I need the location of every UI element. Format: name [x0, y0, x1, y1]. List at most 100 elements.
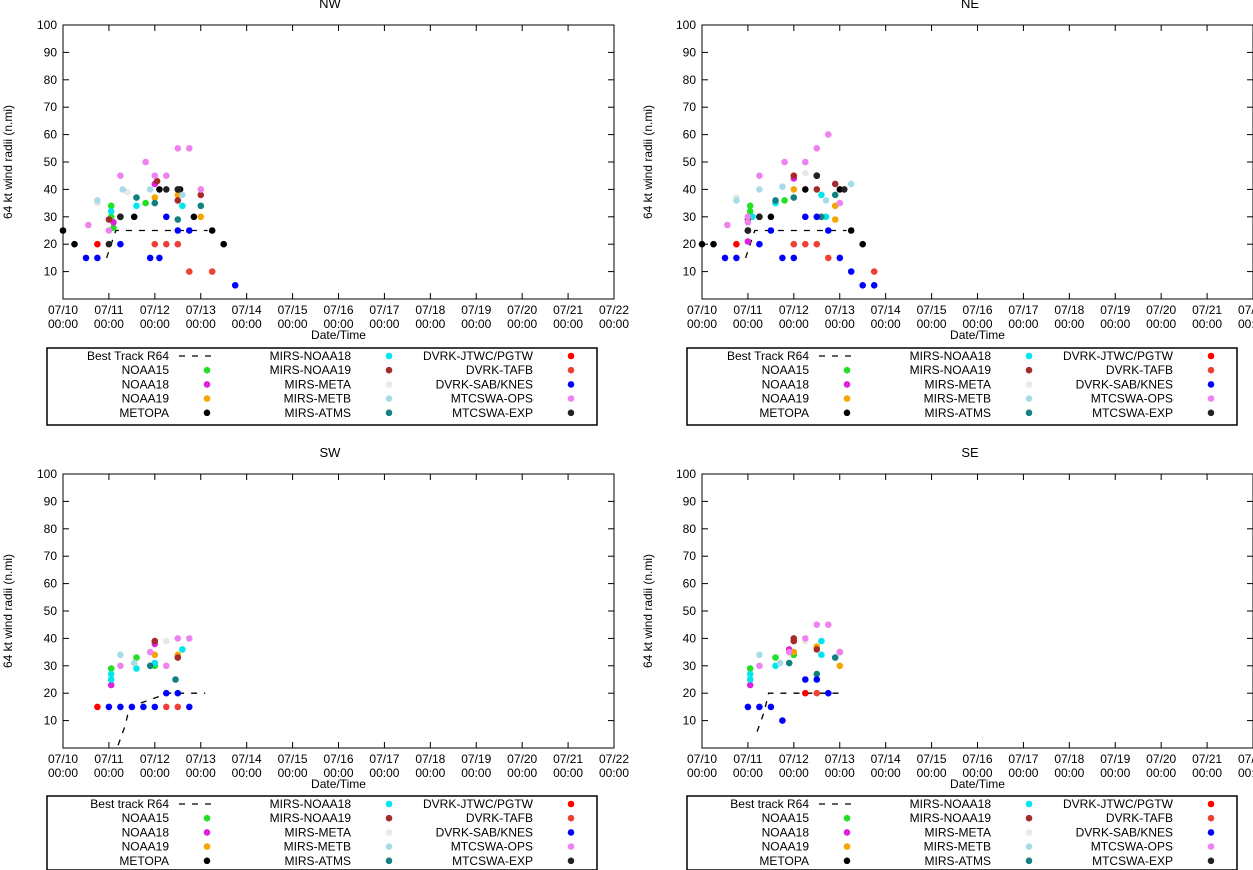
point-dvrk-sab-knes: [813, 213, 821, 221]
legend-marker: [1025, 843, 1033, 850]
point-mtcswa-ops: [163, 172, 170, 179]
legend-marker: [203, 829, 211, 836]
x-tick-label: 07/11: [733, 752, 762, 766]
y-tick-label: 10: [683, 265, 697, 279]
point-dvrk-sab-knes: [859, 282, 866, 289]
x-tick-label: 00:00: [323, 766, 353, 780]
y-axis-label: 64 kt wind radii (n.mi): [1, 105, 15, 219]
y-tick-label: 90: [683, 494, 697, 508]
legend-marker: [843, 395, 851, 402]
point-metopa: [190, 213, 198, 221]
legend-label: NOAA15: [122, 811, 170, 825]
y-tick-label: 30: [44, 659, 58, 673]
point-mtcswa-ops: [744, 213, 752, 221]
y-tick-label: 20: [44, 686, 58, 700]
point-dvrk-sab-knes: [151, 703, 159, 711]
point-metopa: [802, 186, 809, 193]
legend-label: MIRS-META: [925, 377, 991, 391]
point-dvrk-sab-knes: [767, 227, 775, 234]
legend-label: Best track R64: [90, 797, 169, 811]
point-dvrk-sab-knes: [721, 254, 729, 262]
x-tick-label: 00:00: [369, 766, 399, 780]
y-tick-label: 30: [683, 659, 697, 673]
point-dvrk-sab-knes: [825, 227, 832, 234]
y-tick-label: 90: [44, 494, 58, 508]
x-tick-label: 07/18: [1054, 303, 1084, 317]
legend-label: Best Track R64: [727, 349, 809, 363]
x-tick-label: 00:00: [553, 766, 583, 780]
point-dvrk-sab-knes: [186, 703, 193, 711]
legend-marker: [1207, 352, 1215, 360]
legend-label: MIRS-ATMS: [925, 406, 991, 420]
y-tick-label: 50: [683, 604, 697, 618]
x-tick-label: 07/10: [48, 303, 78, 317]
x-tick-label: 07/18: [415, 303, 445, 317]
point-dvrk-sab-knes: [756, 240, 763, 248]
x-tick-label: 00:00: [1238, 766, 1253, 780]
x-tick-label: 07/15: [917, 752, 947, 766]
x-axis-label: Date/Time: [311, 777, 366, 791]
y-tick-label: 40: [683, 631, 697, 645]
x-tick-label: 00:00: [461, 766, 491, 780]
legend-marker: [1025, 366, 1033, 374]
legend-marker: [843, 366, 851, 374]
point-mtcswa-ops: [756, 172, 763, 179]
point-dvrk-sab-knes: [163, 689, 170, 697]
point-mtcswa-ops: [781, 158, 788, 166]
point-dvrk-tafb: [802, 240, 809, 248]
legend-label: MIRS-ATMS: [925, 854, 991, 868]
best-track-line: [105, 229, 208, 259]
legend-marker: [567, 381, 575, 388]
point-mtcswa-ops: [146, 648, 154, 656]
x-tick-label: 00:00: [278, 317, 308, 331]
legend-marker: [567, 352, 575, 360]
legend-label: DVRK-JTWC/PGTW: [1063, 797, 1174, 811]
y-axis-label: 64 kt wind radii (n.mi): [641, 105, 655, 219]
point-mirs-atms: [146, 662, 154, 670]
y-tick-label: 30: [44, 210, 58, 224]
legend-marker: [203, 366, 211, 374]
x-tick-label: 07/18: [1054, 752, 1084, 766]
y-tick-label: 80: [44, 522, 58, 536]
point-mirs-noaa19: [174, 197, 182, 204]
point-mirs-metb: [117, 651, 124, 659]
legend-label: METOPA: [759, 406, 809, 420]
point-dvrk-tafb: [163, 703, 170, 711]
legend-marker: [567, 409, 575, 417]
point-mirs-metb: [822, 197, 830, 204]
point-mtcswa-ops: [813, 621, 821, 628]
legend-marker: [843, 843, 851, 850]
legend-marker: [203, 409, 211, 417]
point-mtcswa-ops: [802, 158, 809, 166]
point-dvrk-sab-knes: [767, 703, 775, 711]
legend-label: MIRS-NOAA19: [270, 363, 352, 377]
point-dvrk-sab-knes: [94, 254, 101, 262]
y-tick-label: 100: [37, 18, 57, 32]
legend-label: MIRS-NOAA18: [910, 797, 992, 811]
point-dvrk-sab-knes: [733, 254, 740, 262]
point-mirs-noaa18: [107, 676, 115, 683]
x-tick-label: 00:00: [825, 766, 855, 780]
x-tick-label: 07/12: [779, 303, 809, 317]
point-mirs-atms: [151, 199, 159, 207]
point-dvrk-sab-knes: [156, 254, 163, 262]
point-mirs-noaa19: [813, 186, 821, 193]
legend-marker: [1207, 843, 1215, 850]
point-dvrk-sab-knes: [105, 703, 113, 711]
legend-label: MIRS-METB: [284, 392, 351, 406]
point-dvrk-sab-knes: [82, 254, 90, 262]
legend-marker: [385, 366, 393, 374]
point-dvrk-tafb: [870, 268, 878, 275]
x-tick-label: 00:00: [1100, 766, 1130, 780]
x-tick-label: 00:00: [1100, 317, 1130, 331]
point-metopa: [208, 227, 216, 234]
x-tick-label: 00:00: [962, 766, 992, 780]
legend-marker: [843, 814, 851, 822]
legend-label: METOPA: [119, 854, 169, 868]
x-tick-label: 00:00: [94, 766, 124, 780]
x-tick-label: 00:00: [323, 317, 353, 331]
legend-marker: [1207, 829, 1215, 836]
legend-label: MTCSWA-EXP: [1092, 406, 1173, 420]
